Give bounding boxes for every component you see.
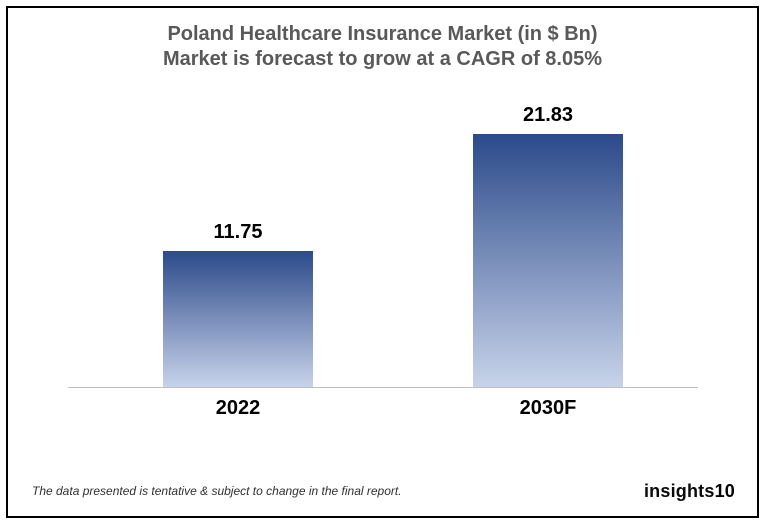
bar-fill — [473, 134, 623, 387]
chart-baseline — [68, 387, 698, 388]
chart-frame: Poland Healthcare Insurance Market (in $… — [6, 6, 759, 518]
logo-prefix: insights — [644, 481, 715, 501]
chart-title-line1: Poland Healthcare Insurance Market (in $… — [8, 22, 757, 47]
bar-fill — [163, 251, 313, 387]
category-label-2022: 2022 — [163, 397, 313, 420]
chart-title-block: Poland Healthcare Insurance Market (in $… — [8, 22, 757, 72]
bar-value-label: 11.75 — [163, 221, 313, 244]
logo-suffix: 10 — [715, 481, 735, 502]
footnote-text: The data presented is tentative & subjec… — [32, 484, 402, 498]
bar-2030f: 21.83 — [473, 134, 623, 387]
bar-value-label: 21.83 — [473, 104, 623, 127]
chart-title-line2: Market is forecast to grow at a CAGR of … — [8, 47, 757, 72]
category-label-2030f: 2030F — [473, 397, 623, 420]
chart-plot-area: 11.75 2022 21.83 2030F — [68, 98, 698, 418]
bar-2022: 11.75 — [163, 251, 313, 387]
insights10-logo: insights10 — [644, 481, 735, 502]
